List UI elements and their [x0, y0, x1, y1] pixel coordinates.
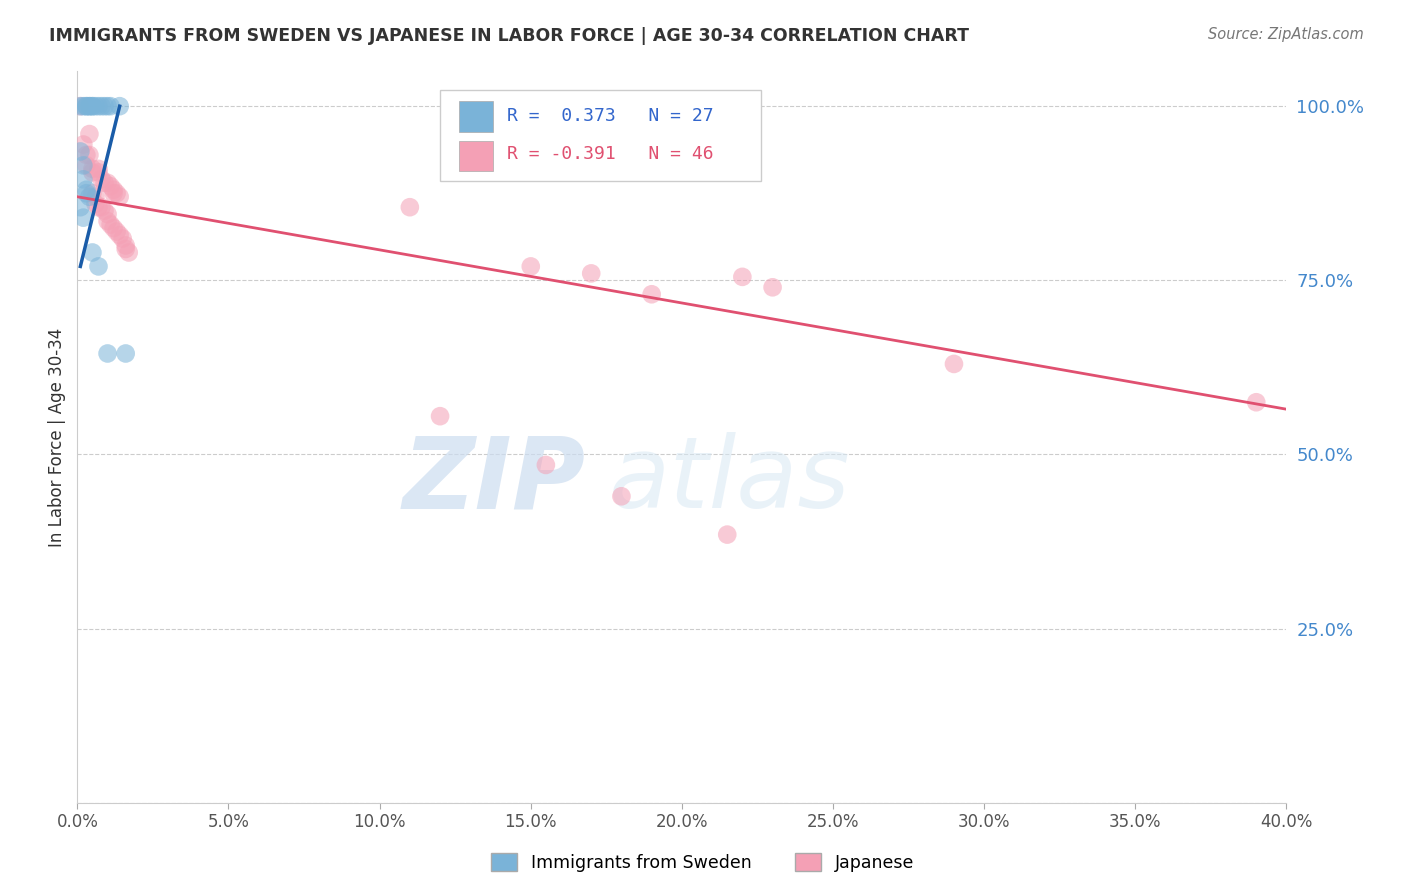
Point: [93, 203, 115, 218]
Text: IMMIGRANTS FROM SWEDEN VS JAPANESE IN LABOR FORCE | AGE 30-34 CORRELATION CHART: IMMIGRANTS FROM SWEDEN VS JAPANESE IN LA…: [49, 27, 969, 45]
Text: Source: ZipAtlas.com: Source: ZipAtlas.com: [1208, 27, 1364, 42]
FancyBboxPatch shape: [460, 141, 494, 171]
Point: [84, 196, 107, 211]
Point: [69, 200, 91, 214]
Point: [75, 148, 97, 162]
Point: [82, 245, 104, 260]
Point: [96, 214, 118, 228]
Point: [118, 245, 141, 260]
Point: [534, 458, 557, 472]
Point: [72, 172, 94, 186]
Point: [96, 99, 118, 113]
Point: [87, 99, 110, 113]
Point: [87, 260, 110, 274]
Point: [93, 99, 115, 113]
Point: [90, 172, 112, 186]
Point: [87, 165, 110, 179]
Point: [87, 200, 110, 214]
Point: [520, 260, 543, 274]
Point: [69, 145, 91, 159]
Point: [1246, 395, 1268, 409]
Point: [90, 99, 112, 113]
Legend: Immigrants from Sweden, Japanese: Immigrants from Sweden, Japanese: [484, 847, 922, 879]
Point: [75, 183, 97, 197]
Point: [942, 357, 965, 371]
Point: [82, 186, 104, 201]
Point: [72, 99, 94, 113]
Point: [641, 287, 664, 301]
Point: [72, 137, 94, 152]
Point: [96, 176, 118, 190]
Point: [108, 190, 131, 204]
Point: [111, 231, 134, 245]
Point: [79, 99, 101, 113]
Point: [114, 346, 136, 360]
Text: ZIP: ZIP: [402, 433, 585, 530]
Point: [75, 158, 97, 172]
Point: [96, 346, 118, 360]
Point: [79, 127, 101, 141]
Point: [716, 527, 738, 541]
Point: [108, 99, 131, 113]
Point: [79, 190, 101, 204]
Point: [87, 161, 110, 176]
Point: [75, 186, 97, 201]
FancyBboxPatch shape: [460, 101, 494, 132]
Point: [82, 99, 104, 113]
Point: [79, 99, 101, 113]
Point: [103, 183, 125, 197]
Point: [581, 266, 603, 280]
Point: [100, 99, 122, 113]
FancyBboxPatch shape: [440, 90, 761, 181]
Point: [610, 489, 633, 503]
Point: [69, 99, 91, 113]
Point: [96, 207, 118, 221]
Point: [79, 148, 101, 162]
Point: [114, 238, 136, 252]
Point: [731, 269, 754, 284]
Point: [90, 200, 112, 214]
Point: [399, 200, 422, 214]
Point: [75, 99, 97, 113]
Point: [105, 225, 128, 239]
Y-axis label: In Labor Force | Age 30-34: In Labor Force | Age 30-34: [48, 327, 66, 547]
Point: [82, 99, 104, 113]
Point: [429, 409, 451, 424]
Point: [108, 228, 131, 243]
Point: [75, 99, 97, 113]
Point: [82, 165, 104, 179]
Text: atlas: atlas: [609, 433, 851, 530]
Text: R = -0.391   N = 46: R = -0.391 N = 46: [506, 145, 713, 163]
Point: [100, 179, 122, 194]
Point: [72, 211, 94, 225]
Point: [72, 158, 94, 172]
Point: [103, 221, 125, 235]
Point: [69, 99, 91, 113]
Point: [82, 161, 104, 176]
Point: [100, 218, 122, 232]
Point: [105, 186, 128, 201]
Point: [762, 280, 785, 294]
Point: [93, 176, 115, 190]
Point: [103, 186, 125, 201]
Point: [84, 190, 107, 204]
Point: [84, 99, 107, 113]
Point: [114, 242, 136, 256]
Text: R =  0.373   N = 27: R = 0.373 N = 27: [506, 106, 713, 125]
